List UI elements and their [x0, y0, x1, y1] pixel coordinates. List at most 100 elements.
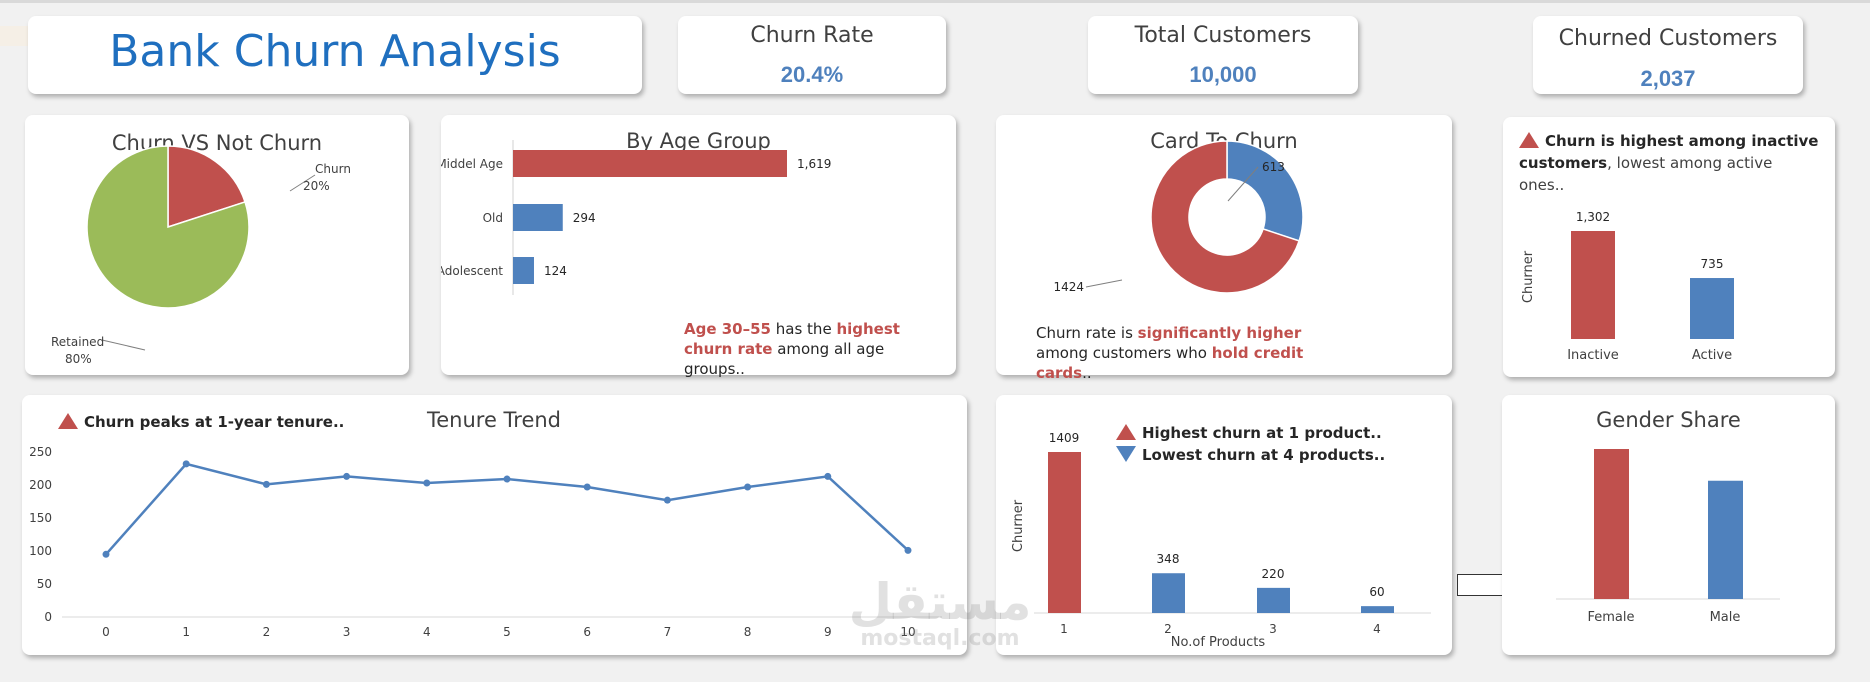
- card-note-highlight2: hold credit cards: [1036, 344, 1304, 382]
- activity-note: Churn is highest among inactive customer…: [1519, 130, 1819, 196]
- activity-bar-chart: Churner 1,302 Inactive 735 Active: [1521, 210, 1734, 363]
- activity-category-label-1: Active: [1692, 348, 1732, 363]
- kpi-churn-rate-value: 20.4%: [780, 62, 844, 87]
- tenure-line-chart: 0 50 100 150 200 250 0 1 2 3 4 5 6 7 8 9 10: [29, 445, 942, 639]
- gender-card: Gender Share Female Male: [1502, 395, 1835, 655]
- activity-ylabel: Churner: [1521, 250, 1536, 303]
- activity-bar-value-1: 735: [1701, 257, 1724, 271]
- tenure-xtick-2: 2: [263, 625, 271, 639]
- card-donut-chart: 613 1424: [1053, 140, 1304, 294]
- donut-value-1: 1424: [1053, 280, 1084, 294]
- age-bar-value-0: 1,619: [797, 157, 831, 171]
- tenure-xtick-7: 7: [664, 625, 672, 639]
- age-note-range: Age 30–55: [684, 320, 771, 338]
- products-category-label-3: 4: [1373, 622, 1381, 636]
- products-card: Highest churn at 1 product.. Lowest chur…: [996, 395, 1452, 655]
- kpi-total-customers: Total Customers 10,000: [1088, 16, 1358, 94]
- products-bar-value-2: 220: [1262, 567, 1285, 581]
- tenure-ytick-4: 200: [29, 478, 52, 492]
- tenure-point-3: [343, 472, 351, 480]
- products-category-label-0: 1: [1060, 622, 1068, 636]
- kpi-churn-rate-label: Churn Rate: [750, 23, 874, 48]
- gender-bar-1: [1708, 480, 1743, 599]
- tenure-xtick-10: 10: [900, 625, 915, 639]
- products-bar-value-1: 348: [1157, 552, 1180, 566]
- tenure-xtick-4: 4: [423, 625, 431, 639]
- activity-bar-value-0: 1,302: [1576, 210, 1610, 224]
- age-category-label-1: Old: [483, 211, 503, 225]
- products-callout-low: Lowest churn at 4 products..: [1116, 444, 1385, 466]
- age-note-text1: has the: [771, 320, 837, 338]
- kpi-churned-customers-label: Churned Customers: [1558, 26, 1778, 51]
- kpi-total-customers-value: 10,000: [1189, 62, 1257, 87]
- products-bar-1: [1152, 573, 1185, 613]
- pie-retained-label: Retained: [51, 335, 104, 349]
- tenure-point-6: [583, 483, 591, 491]
- kpi-churned-customers-value: 2,037: [1640, 66, 1696, 91]
- age-note-text2: among all age groups..: [684, 340, 885, 378]
- gender-category-label-0: Female: [1587, 610, 1634, 625]
- tenure-ytick-2: 100: [29, 544, 52, 558]
- age-category-label-0: Middel Age: [441, 157, 503, 171]
- products-ylabel: Churner: [1011, 499, 1026, 552]
- products-bar-chart: Churner No.of Products 1409 1 348 2 220 3 60 4: [1011, 431, 1431, 650]
- pie-churn-leader: [289, 174, 316, 192]
- tenure-card: Tenure Trend Churn peaks at 1-year tenur…: [22, 395, 967, 655]
- tenure-point-8: [744, 483, 752, 491]
- donut-slice-0: [1226, 140, 1304, 242]
- watermark-arabic: مستقل: [848, 573, 1032, 631]
- watermark: مستقل mostaql.com: [845, 576, 1035, 650]
- age-bar-1: [513, 204, 563, 231]
- gender-card-title: Gender Share: [1596, 408, 1741, 432]
- tenure-point-9: [824, 472, 832, 480]
- age-note: Age 30–55 has the highest churn rate amo…: [684, 319, 944, 379]
- age-bar-chart: 1,619 Middel Age 294 Old 124 Adolescent: [441, 140, 831, 295]
- products-category-label-2: 3: [1269, 622, 1277, 636]
- pie-retained-pct: 80%: [65, 352, 92, 366]
- page-title: Bank Churn Analysis: [109, 26, 561, 77]
- watermark-latin: mostaql.com: [860, 626, 1020, 651]
- tenure-ytick-0: 0: [44, 610, 52, 624]
- products-bar-0: [1048, 452, 1081, 613]
- products-callout-low-text: Lowest churn at 4 products..: [1142, 446, 1386, 464]
- donut-value-0: 613: [1262, 160, 1285, 174]
- card-note-text3: ..: [1082, 364, 1092, 382]
- products-bar-2: [1257, 587, 1290, 613]
- tenure-point-10: [904, 546, 912, 554]
- pie-chart: Churn 20% Retained 80%: [51, 145, 351, 366]
- pie-slice-retained: [86, 145, 250, 309]
- card-note-highlight1: significantly higher: [1137, 324, 1302, 342]
- kpi-churn-rate: Churn Rate 20.4%: [678, 16, 946, 94]
- up-triangle-icon: [1116, 424, 1136, 440]
- tenure-point-5: [503, 475, 511, 483]
- tenure-point-1: [182, 460, 190, 468]
- products-bar-3: [1361, 606, 1394, 613]
- age-card-title: By Age Group: [626, 129, 771, 153]
- tenure-callout: Churn peaks at 1-year tenure..: [58, 411, 344, 433]
- left-edge-marker: [0, 26, 28, 46]
- tenure-ytick-3: 150: [29, 511, 52, 525]
- products-callout: Highest churn at 1 product.. Lowest chur…: [1116, 422, 1385, 466]
- tenure-ytick-5: 250: [29, 445, 52, 459]
- card-note: Churn rate is significantly higher among…: [1036, 323, 1336, 383]
- age-bar-0: [513, 150, 787, 177]
- card-note-text1: Churn rate is: [1036, 324, 1138, 342]
- pie-churn-pct: 20%: [303, 179, 330, 193]
- donut-slice-1: [1150, 140, 1301, 294]
- activity-bar-1: [1690, 278, 1734, 339]
- age-note-highlight: highest churn rate: [684, 320, 900, 358]
- kpi-total-customers-label: Total Customers: [1134, 23, 1312, 48]
- pie-slice-churn: [167, 145, 246, 229]
- activity-category-label-0: Inactive: [1567, 348, 1619, 363]
- title-card: Bank Churn Analysis: [28, 16, 642, 94]
- activity-bar-0: [1571, 231, 1615, 339]
- tenure-callout-text: Churn peaks at 1-year tenure..: [84, 413, 345, 431]
- pie-card: Churn VS Not Churn Churn 20% Retained 80…: [25, 115, 409, 375]
- tenure-xtick-9: 9: [824, 625, 832, 639]
- products-category-label-1: 2: [1164, 622, 1172, 636]
- kpi-churned-customers: Churned Customers 2,037: [1533, 16, 1803, 94]
- gender-bar-0: [1594, 449, 1629, 599]
- products-callout-high-text: Highest churn at 1 product..: [1142, 424, 1382, 442]
- tenure-point-0: [102, 550, 110, 558]
- pie-churn-label: Churn: [315, 162, 351, 176]
